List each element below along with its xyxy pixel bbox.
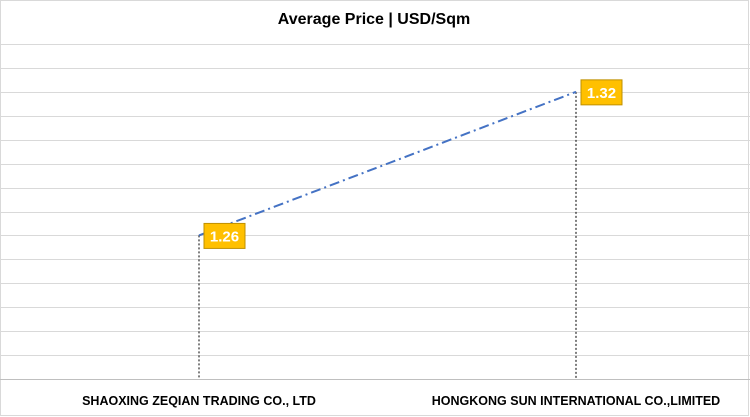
data-label-box (203, 222, 246, 249)
chart-title: Average Price | USD/Sqm (278, 11, 470, 28)
data-label-box (580, 79, 623, 106)
data-label-text: 1.26 (210, 228, 239, 245)
data-labels: 1.26 1.32 (203, 79, 623, 249)
data-label-text: 1.32 (587, 85, 616, 102)
data-label: 1.26 (203, 222, 246, 249)
gridlines (0, 44, 750, 380)
series-line (198, 90, 577, 237)
category-labels: SHAOXING ZEQIAN TRADING CO., LTD HONGKONG… (82, 394, 720, 408)
category-label: HONGKONG SUN INTERNATIONAL CO.,LIMITED (432, 394, 720, 408)
category-label: SHAOXING ZEQIAN TRADING CO., LTD (82, 394, 316, 408)
data-label: 1.32 (580, 79, 623, 106)
